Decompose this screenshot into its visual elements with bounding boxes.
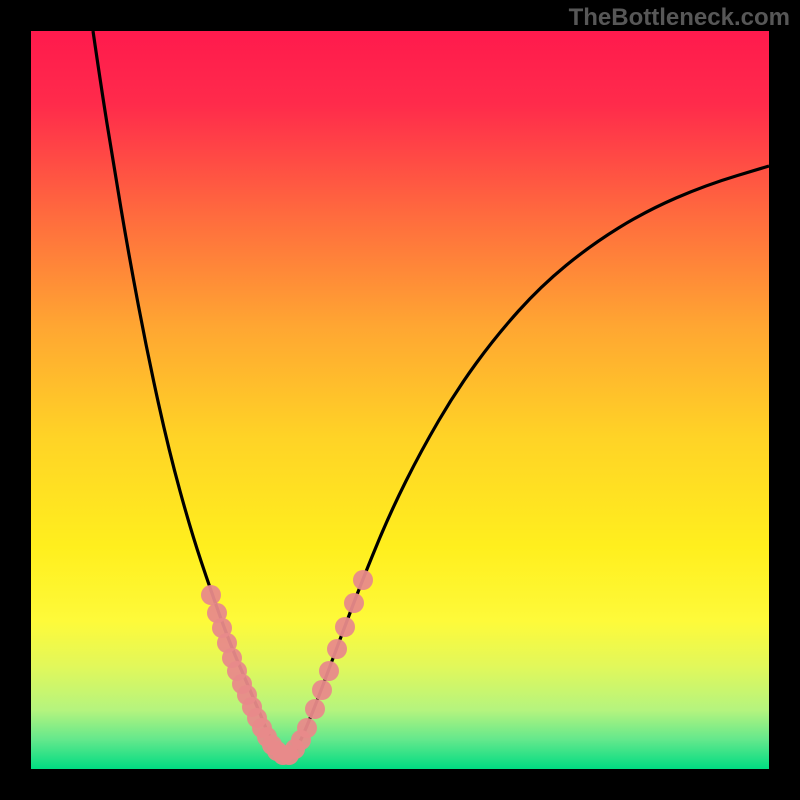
highlight-dot bbox=[305, 699, 325, 719]
highlight-dot bbox=[353, 570, 373, 590]
highlight-dot bbox=[312, 680, 332, 700]
plot-background bbox=[31, 31, 769, 769]
chart-container: TheBottleneck.com bbox=[0, 0, 800, 800]
bottleneck-chart bbox=[0, 0, 800, 800]
highlight-dot bbox=[319, 661, 339, 681]
highlight-dot bbox=[344, 593, 364, 613]
highlight-dot bbox=[327, 639, 347, 659]
highlight-dot bbox=[297, 718, 317, 738]
highlight-dot bbox=[201, 585, 221, 605]
watermark-text: TheBottleneck.com bbox=[569, 4, 790, 32]
highlight-dot bbox=[335, 617, 355, 637]
